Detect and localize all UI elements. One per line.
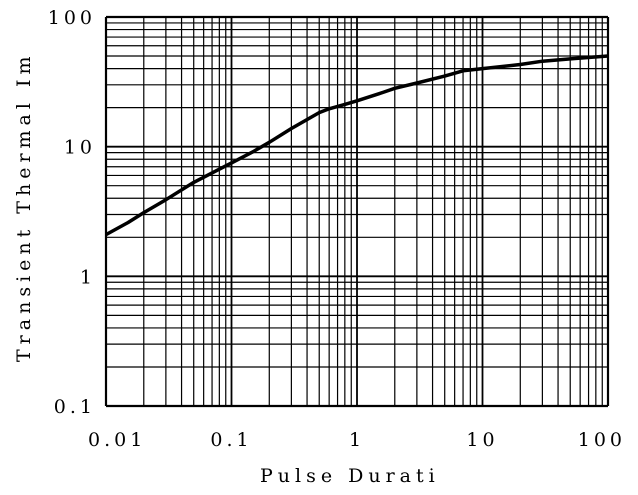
y-tick-label: 100 [48, 7, 96, 29]
x-tick-label: 0.1 [210, 429, 252, 451]
y-tick-label: 1 [80, 266, 96, 288]
series-line [105, 54, 609, 237]
grid [104, 15, 610, 408]
x-tick-label: 1 [349, 429, 365, 451]
x-tick-label: 10 [466, 429, 498, 451]
x-axis-label: Pulse Durati [260, 465, 440, 487]
tick-labels: 0.01 0.1 1 10 100 0.1 1 10 100 [48, 7, 626, 451]
y-axis-label: Transient Thermal Im [13, 51, 35, 362]
y-tick-label: 10 [64, 137, 96, 159]
x-tick-label: 0.01 [88, 429, 146, 451]
x-tick-label: 100 [578, 429, 626, 451]
y-tick-label: 0.1 [54, 396, 96, 418]
